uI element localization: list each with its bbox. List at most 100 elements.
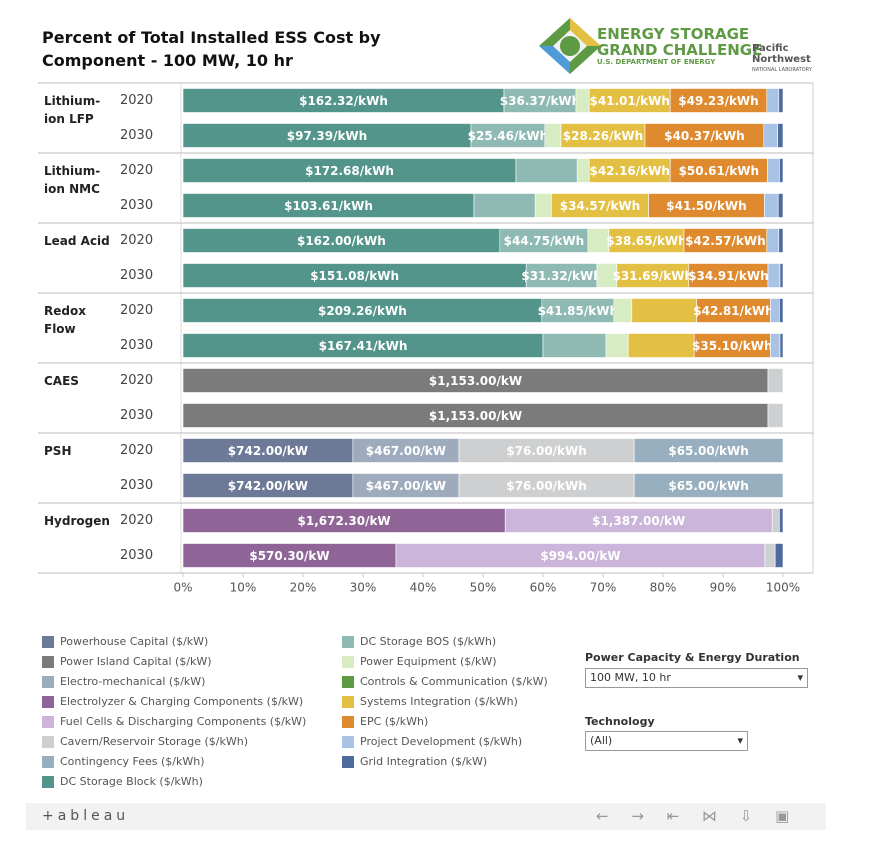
bar-segment [551,193,649,218]
bar-segment [182,508,506,533]
y-tick-label: 2030 [120,548,153,563]
legend-label: Powerhouse Capital ($/kW) [60,635,208,648]
x-tick-label: 90% [710,581,737,595]
bar-segment [182,298,543,323]
bar-segment [182,123,472,148]
x-tick-label: 50% [470,581,497,595]
group-label: PSH [44,444,72,458]
bar-segment [525,263,598,288]
bar-segment [631,298,697,323]
segment-label: $35.10/kWh [692,339,772,353]
bar-segment [541,298,615,323]
bar-segment [182,543,397,568]
legend-swatch [342,696,354,708]
x-tick-label: 40% [410,581,437,595]
bar-segment [779,508,784,533]
bar-segment [767,158,780,183]
bar-segment [352,473,460,498]
legend-swatch [342,736,354,748]
group-label: Redox Flow [44,304,86,336]
bar-segment [458,473,635,498]
legend-swatch [342,716,354,728]
lab-text: Pacific [752,43,789,54]
bar-segment [779,158,784,183]
chart-title: Percent of Total Installed ESS Cost by C… [42,28,381,70]
bar-segment [588,88,671,113]
logo-icon [539,18,601,74]
filter-dropdown[interactable]: 100 MW, 10 hr ▾ [585,668,808,688]
x-tick-label: 100% [766,581,800,595]
legend-swatch [42,756,54,768]
bar-segment [503,88,577,113]
segment-label: $742.00/kW [228,444,308,458]
bar-segment [588,158,671,183]
bar-segment [644,123,765,148]
segment-label: $42.16/kWh [589,164,669,178]
legend-swatch [342,676,354,688]
bar-segment [763,123,778,148]
legend-label: Grid Integration ($/kW) [360,755,487,768]
bar-segment [504,508,773,533]
segment-label: $76.00/kWh [506,444,586,458]
legend-label: EPC ($/kWh) [360,715,428,728]
y-tick-label: 2020 [120,443,153,458]
legend-label: Systems Integration ($/kWh) [360,695,518,708]
x-tick-label: 20% [290,581,317,595]
bar-segment [627,333,695,358]
bar-segment [778,88,784,113]
bar-segment [182,88,505,113]
bar-segment [182,368,769,393]
chart: 0% 10% 20% 30% 40% 50% 60% 70% 80% 90% 100% 2020 $16… [38,82,814,788]
segment-label: $467.00/kW [366,479,446,493]
filter-value: 100 MW, 10 hr [590,671,671,684]
legend-swatch [342,756,354,768]
legend-label: Cavern/Reservoir Storage ($/kWh) [60,735,248,748]
bar-segment [764,543,776,568]
group-label: Lithium-ion LFP [44,94,101,126]
filter-dropdown[interactable]: (All) ▾ [585,731,748,751]
segment-label: $44.75/kWh [504,234,584,248]
y-tick-label: 2020 [120,163,153,178]
segment-label: $65.00/kWh [668,479,748,493]
bar-segment [182,438,354,463]
segment-label: $467.00/kW [366,444,446,458]
legend-swatch [42,656,54,668]
x-tick-label: 70% [590,581,617,595]
toolbar-icons[interactable]: ← → ⇤ ⋈ ⇩ ▣ [596,807,790,825]
legend-swatch [42,636,54,648]
bar-segment [770,333,781,358]
legend-swatch [342,656,354,668]
bar-segment [766,228,780,253]
segment-label: $25.46/kWh [468,129,548,143]
bar-segment [766,88,780,113]
bar-segment [683,228,768,253]
legend-swatch [42,676,54,688]
legend-label: Contingency Fees ($/kWh) [60,755,205,768]
segment-label: $38.65/kWh [606,234,686,248]
segment-label: $28.26/kWh [563,129,643,143]
bar-segment [470,123,546,148]
filter-label: Technology [585,715,655,728]
legend-label: Project Development ($/kWh) [360,735,522,748]
segment-label: $172.68/kWh [305,164,394,178]
group-label: Lead Acid [44,234,110,248]
segment-label: $742.00/kW [228,479,308,493]
bar-segment [560,123,646,148]
segment-label: $1,387.00/kW [592,514,685,528]
segment-label: $76.00/kWh [506,479,586,493]
segment-label: $34.91/kWh [688,269,768,283]
group-label: CAES [44,374,79,388]
y-tick-label: 2030 [120,128,153,143]
x-tick-label: 60% [530,581,557,595]
bar-segment [542,333,607,358]
bar-segment [770,298,780,323]
legend-label: Controls & Communication ($/kW) [360,675,548,688]
x-tick-label: 80% [650,581,677,595]
y-tick-label: 2030 [120,198,153,213]
legend-swatch [342,636,354,648]
segment-label: $40.37/kWh [664,129,744,143]
y-tick-label: 2020 [120,233,153,248]
segment-label: $31.69/kWh [613,269,693,283]
bar-segment [613,298,633,323]
